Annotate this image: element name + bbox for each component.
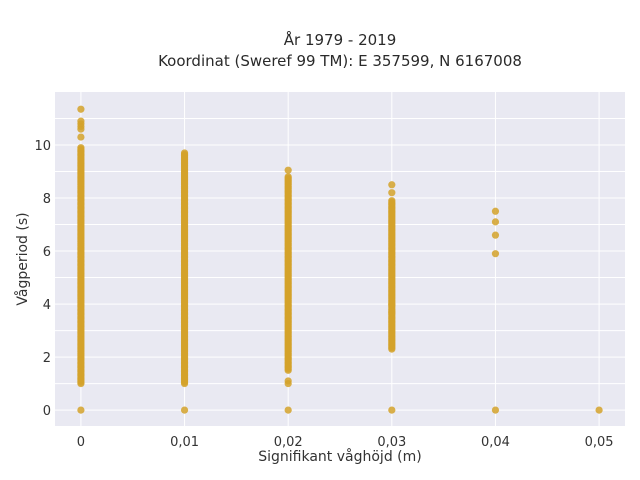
- y-tick-label: 6: [43, 245, 51, 260]
- data-point: [595, 406, 603, 414]
- data-point: [180, 406, 189, 414]
- data-point: [284, 377, 292, 385]
- y-tick-labels: 0 2 4 6 8 10: [34, 139, 51, 419]
- x-tick-label: 0,05: [585, 435, 614, 450]
- data-point: [491, 218, 500, 226]
- data-point: [388, 406, 396, 414]
- data-point: [77, 144, 85, 152]
- data-point: [77, 133, 85, 141]
- data-point: [388, 181, 396, 189]
- x-tick-label: 0: [77, 435, 85, 450]
- y-tick-label: 10: [34, 139, 51, 154]
- data-point: [388, 308, 396, 316]
- y-tick-label: 0: [43, 404, 51, 419]
- y-tick-label: 8: [43, 192, 51, 207]
- data-point: [491, 207, 500, 215]
- data-point: [388, 197, 396, 205]
- x-tick-label: 0,02: [274, 435, 303, 450]
- x-tick-label: 0,01: [170, 435, 199, 450]
- data-points: [77, 105, 603, 414]
- x-tick-label: 0,03: [377, 435, 406, 450]
- data-point: [284, 173, 292, 181]
- data-point: [491, 406, 500, 414]
- data-point: [284, 166, 292, 174]
- y-axis-label: Vågperiod (s): [14, 212, 31, 305]
- x-tick-labels: 0 0,01 0,02 0,03 0,04 0,05: [77, 435, 614, 450]
- data-point: [77, 105, 85, 113]
- data-point: [180, 149, 189, 157]
- data-point: [388, 300, 396, 308]
- data-point: [77, 406, 85, 414]
- x-axis-label: Signifikant våghöjd (m): [258, 448, 421, 465]
- chart-title: År 1979 - 2019: [284, 30, 397, 49]
- data-point: [491, 250, 500, 258]
- data-point: [284, 406, 292, 414]
- plot-area: [55, 92, 625, 426]
- data-point: [491, 231, 500, 239]
- y-tick-label: 2: [43, 351, 51, 366]
- x-tick-label: 0,04: [481, 435, 510, 450]
- data-point: [77, 117, 85, 125]
- data-point: [388, 189, 396, 197]
- y-tick-label: 4: [43, 298, 51, 313]
- chart-subtitle: Koordinat (Sweref 99 TM): E 357599, N 61…: [158, 52, 522, 70]
